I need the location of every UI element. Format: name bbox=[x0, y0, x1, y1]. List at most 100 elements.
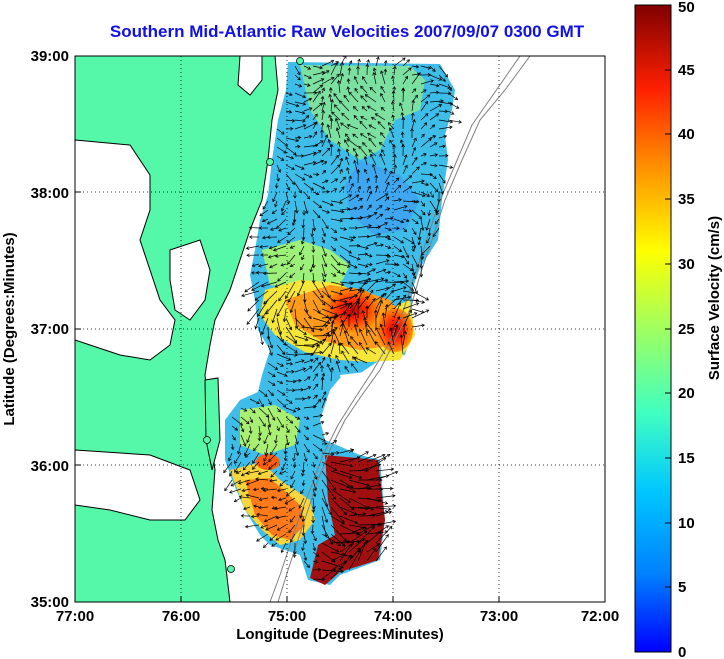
velocity-vector-head bbox=[391, 75, 395, 79]
velocity-vector-head bbox=[286, 240, 291, 244]
velocity-vector-head bbox=[454, 96, 459, 100]
velocity-vector-head bbox=[313, 537, 317, 542]
velocity-vector-head bbox=[449, 165, 454, 169]
velocity-vector bbox=[420, 200, 425, 207]
velocity-vector bbox=[285, 119, 295, 122]
velocity-vector-head bbox=[421, 203, 425, 207]
velocity-vector bbox=[312, 339, 326, 346]
velocity-vector bbox=[302, 524, 305, 536]
velocity-vector bbox=[300, 263, 305, 271]
velocity-vector bbox=[312, 578, 325, 580]
velocity-vector bbox=[285, 425, 290, 433]
velocity-vector-head bbox=[295, 441, 299, 445]
velocity-vector bbox=[368, 124, 377, 130]
velocity-vector-head bbox=[328, 342, 332, 347]
x-tick-label: 73:00 bbox=[480, 608, 518, 625]
velocity-vector-head bbox=[252, 460, 256, 464]
velocity-vector bbox=[263, 542, 269, 548]
velocity-vector-head bbox=[384, 501, 389, 505]
velocity-vector bbox=[339, 158, 343, 166]
velocity-vector bbox=[312, 91, 321, 103]
velocity-vector bbox=[286, 488, 296, 496]
velocity-vector-head bbox=[297, 144, 301, 149]
velocity-vector bbox=[242, 488, 251, 492]
velocity-vector-head bbox=[365, 246, 369, 250]
velocity-vector-head bbox=[271, 417, 276, 421]
velocity-vector bbox=[348, 194, 359, 202]
velocity-vector bbox=[321, 560, 344, 568]
velocity-vector bbox=[262, 236, 269, 239]
velocity-vector bbox=[339, 227, 347, 230]
velocity-vector bbox=[400, 334, 404, 355]
velocity-vector bbox=[357, 289, 365, 301]
velocity-vector-head bbox=[432, 233, 436, 238]
velocity-vector-head bbox=[379, 299, 383, 304]
velocity-vector bbox=[420, 162, 427, 166]
velocity-vector bbox=[290, 533, 296, 543]
velocity-vector bbox=[268, 254, 278, 258]
velocity-vector bbox=[330, 303, 348, 310]
velocity-vector bbox=[303, 173, 313, 178]
velocity-vector-head bbox=[335, 154, 339, 159]
velocity-vector-head bbox=[274, 440, 278, 444]
velocity-vector-head bbox=[290, 484, 294, 489]
velocity-vector-head bbox=[379, 323, 384, 328]
velocity-vector-head bbox=[302, 212, 306, 216]
velocity-vector bbox=[258, 470, 269, 475]
velocity-vector bbox=[275, 434, 278, 444]
velocity-vector bbox=[338, 141, 341, 148]
velocity-vector-head bbox=[423, 161, 428, 166]
colorbar-tick: 35 bbox=[678, 191, 695, 208]
velocity-vector-head bbox=[387, 254, 392, 258]
velocity-vector bbox=[392, 114, 395, 121]
velocity-vector bbox=[251, 281, 269, 291]
velocity-vector-head bbox=[335, 127, 340, 131]
velocity-vector bbox=[366, 531, 382, 544]
velocity-vector bbox=[360, 85, 368, 94]
velocity-vector-head bbox=[346, 166, 350, 171]
velocity-vector-head bbox=[334, 178, 339, 182]
velocity-vector bbox=[402, 175, 412, 184]
velocity-vector-head bbox=[283, 150, 287, 154]
velocity-vector bbox=[384, 69, 386, 76]
velocity-vector bbox=[402, 209, 412, 212]
y-tick-label: 37:00 bbox=[31, 321, 69, 338]
velocity-vector-head bbox=[310, 328, 315, 333]
velocity-vector-head bbox=[330, 59, 335, 64]
velocity-vector bbox=[276, 299, 287, 317]
velocity-vector bbox=[327, 124, 332, 139]
velocity-vector-head bbox=[406, 218, 410, 223]
velocity-vector bbox=[447, 119, 462, 123]
velocity-vector bbox=[312, 542, 316, 551]
velocity-vector bbox=[312, 533, 317, 541]
velocity-vector bbox=[263, 290, 278, 305]
velocity-vector-head bbox=[333, 229, 338, 234]
velocity-vector-head bbox=[364, 168, 368, 173]
velocity-vector-head bbox=[380, 70, 384, 74]
velocity-vector-head bbox=[269, 344, 274, 349]
velocity-vector bbox=[258, 434, 260, 441]
velocity-vector-head bbox=[424, 113, 429, 117]
velocity-vector bbox=[339, 281, 354, 284]
velocity-vector bbox=[344, 366, 350, 373]
velocity-vector bbox=[330, 236, 338, 241]
velocity-vector bbox=[402, 132, 404, 139]
velocity-vector bbox=[411, 245, 415, 252]
velocity-vector bbox=[335, 355, 341, 364]
velocity-vector bbox=[330, 488, 351, 503]
velocity-vector bbox=[331, 111, 341, 121]
velocity-vector-head bbox=[322, 233, 327, 237]
velocity-vector-head bbox=[324, 441, 328, 446]
velocity-vector-head bbox=[343, 94, 347, 99]
velocity-vector-head bbox=[432, 68, 436, 72]
velocity-vector-head bbox=[385, 525, 390, 529]
velocity-vector-head bbox=[366, 483, 370, 487]
velocity-vector bbox=[352, 356, 359, 364]
velocity-vector bbox=[368, 149, 377, 157]
velocity-vector-head bbox=[352, 106, 357, 110]
velocity-vector bbox=[377, 121, 386, 130]
velocity-vector-head bbox=[397, 184, 402, 189]
velocity-vector-head bbox=[229, 490, 233, 494]
velocity-vector-head bbox=[350, 542, 355, 546]
velocity-vector-head bbox=[314, 455, 318, 460]
